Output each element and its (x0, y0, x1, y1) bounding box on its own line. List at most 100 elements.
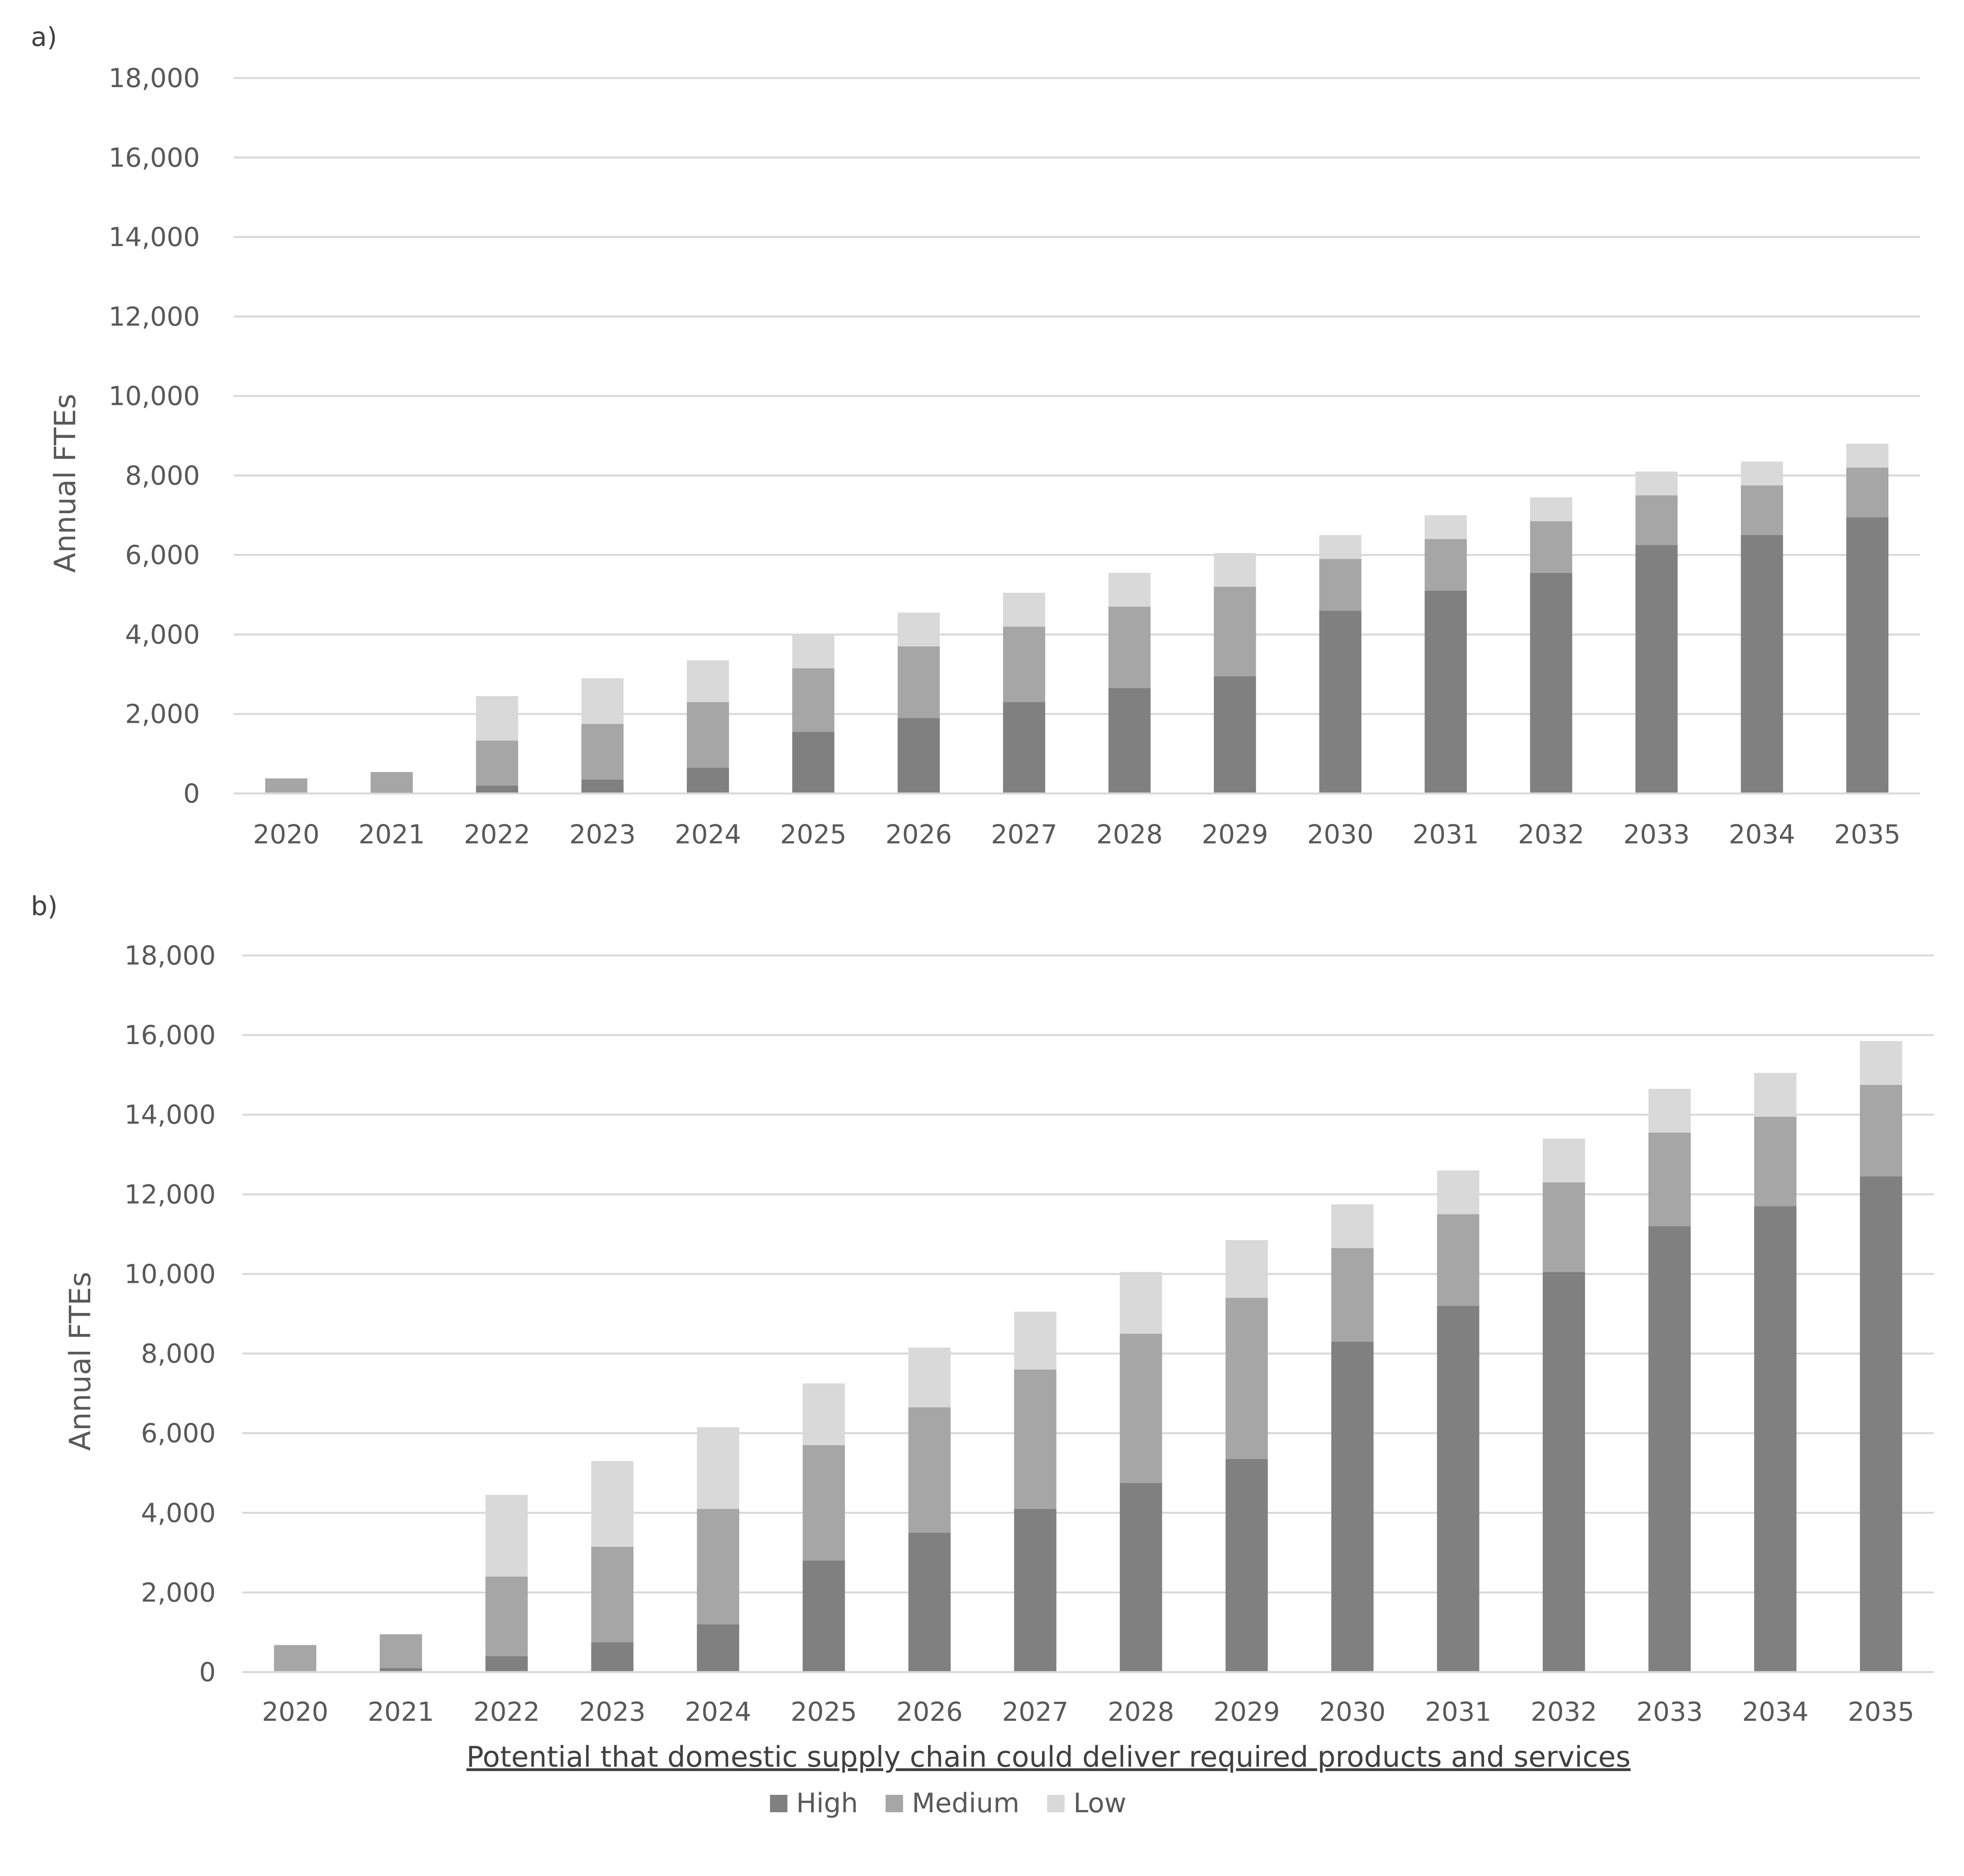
y-tick-label-a-9: 18,000 (108, 63, 200, 93)
bar-a-2025-medium (792, 668, 835, 732)
x-tick-label-b-2030: 2030 (1319, 1697, 1386, 1727)
bar-a-2024-low (686, 660, 729, 702)
bar-b-2032-low (1542, 1138, 1585, 1183)
bar-b-2034-high (1754, 1206, 1797, 1672)
bar-a-2022-medium (476, 740, 518, 786)
bar-b-2028-high (1120, 1483, 1162, 1672)
legend-item-low: Low (1047, 1788, 1126, 1819)
bar-a-2026-medium (897, 646, 940, 718)
legend-title: Potential that domestic supply chain cou… (466, 1740, 1631, 1773)
bar-a-2031-low (1424, 515, 1467, 539)
x-tick-label-a-2020: 2020 (253, 819, 319, 850)
bar-b-2021-medium (380, 1634, 422, 1668)
bar-a-2030-low (1319, 535, 1361, 559)
x-tick-label-a-2030: 2030 (1307, 819, 1374, 850)
bar-b-2022-low (485, 1495, 528, 1577)
y-tick-label-b-1: 2,000 (141, 1577, 216, 1608)
bar-b-2028-medium (1120, 1334, 1162, 1483)
bar-b-2030-medium (1331, 1248, 1374, 1342)
y-tick-label-a-7: 14,000 (108, 222, 200, 253)
bar-a-2022-low (476, 696, 518, 741)
x-tick-label-a-2033: 2033 (1623, 819, 1690, 850)
bar-b-2026-medium (908, 1407, 951, 1533)
bar-b-2025-medium (802, 1445, 845, 1561)
legend-label-high: High (796, 1788, 858, 1819)
bar-b-2022-medium (485, 1576, 528, 1656)
x-tick-label-b-2032: 2032 (1531, 1697, 1597, 1727)
y-tick-label-b-6: 12,000 (124, 1179, 216, 1210)
bar-a-2022-high (476, 785, 518, 793)
bar-b-2033-low (1648, 1088, 1691, 1133)
bar-b-2024-high (697, 1624, 740, 1672)
bar-a-2032-medium (1530, 521, 1572, 573)
bar-b-2031-medium (1437, 1214, 1479, 1306)
bar-b-2025-low (802, 1383, 845, 1445)
panel-a-label: a) (31, 22, 57, 52)
bar-b-2035-high (1860, 1176, 1902, 1672)
legend-swatch-high (770, 1794, 787, 1812)
bar-a-2030-high (1319, 611, 1361, 793)
bar-a-2035-high (1846, 517, 1889, 793)
bar-b-2032-medium (1542, 1182, 1585, 1272)
bar-a-2023-medium (581, 724, 624, 780)
bar-b-2026-high (908, 1533, 951, 1672)
x-tick-label-a-2031: 2031 (1413, 819, 1479, 850)
y-tick-label-b-8: 16,000 (124, 1020, 216, 1050)
bar-a-2028-high (1108, 688, 1151, 793)
bar-b-2027-high (1014, 1509, 1057, 1672)
bar-b-2035-medium (1860, 1085, 1902, 1177)
x-tick-label-b-2026: 2026 (896, 1697, 963, 1727)
legend-label-medium: Medium (912, 1788, 1020, 1819)
bar-a-2026-low (897, 613, 940, 647)
x-tick-label-b-2035: 2035 (1848, 1697, 1914, 1727)
bar-b-2029-low (1225, 1240, 1268, 1298)
bar-a-2033-high (1635, 545, 1678, 793)
bar-b-2033-medium (1648, 1132, 1691, 1226)
x-tick-label-b-2022: 2022 (473, 1697, 540, 1727)
y-tick-label-a-5: 10,000 (108, 381, 200, 411)
bar-a-2027-low (1003, 593, 1046, 627)
y-tick-label-b-7: 14,000 (124, 1100, 216, 1130)
x-tick-label-a-2026: 2026 (886, 819, 952, 850)
panel-b-label: b) (31, 891, 58, 921)
bar-b-2029-medium (1225, 1298, 1268, 1459)
x-tick-label-b-2034: 2034 (1742, 1697, 1808, 1727)
x-tick-label-a-2024: 2024 (675, 819, 741, 850)
bar-a-2021-medium (371, 772, 413, 792)
legend-swatch-medium (886, 1794, 903, 1812)
y-tick-label-a-0: 0 (183, 778, 200, 809)
y-axis-label-a: Annual FTEs (48, 394, 82, 573)
bar-b-2034-low (1754, 1073, 1797, 1117)
bar-b-2031-high (1437, 1305, 1479, 1672)
x-tick-label-b-2028: 2028 (1108, 1697, 1174, 1727)
y-tick-label-a-3: 6,000 (125, 540, 200, 571)
bar-b-2023-medium (591, 1547, 634, 1642)
bar-b-2025-high (802, 1560, 845, 1672)
bar-b-2022-high (485, 1656, 528, 1672)
x-tick-label-a-2028: 2028 (1096, 819, 1163, 850)
bar-a-2029-high (1214, 676, 1256, 793)
y-tick-label-a-2: 4,000 (125, 619, 200, 650)
bar-a-2026-high (897, 718, 940, 793)
y-tick-label-b-5: 10,000 (124, 1259, 216, 1289)
bar-b-2023-high (591, 1642, 634, 1672)
bar-a-2023-high (581, 779, 624, 793)
bar-a-2032-high (1530, 573, 1572, 793)
bar-b-2023-low (591, 1461, 634, 1547)
y-tick-label-b-4: 8,000 (141, 1339, 216, 1369)
bar-b-2032-high (1542, 1272, 1585, 1672)
y-tick-label-a-1: 2,000 (125, 699, 200, 729)
x-tick-label-a-2022: 2022 (464, 819, 530, 850)
bar-b-2020-medium (274, 1645, 316, 1672)
x-tick-label-b-2029: 2029 (1213, 1697, 1280, 1727)
bar-b-2024-low (697, 1427, 740, 1509)
bar-a-2031-high (1424, 591, 1467, 793)
y-tick-label-a-4: 8,000 (125, 460, 200, 491)
bar-b-2030-high (1331, 1341, 1374, 1672)
bar-b-2029-high (1225, 1459, 1268, 1672)
bar-a-2031-medium (1424, 539, 1467, 591)
bar-b-2027-low (1014, 1311, 1057, 1370)
x-tick-label-a-2027: 2027 (991, 819, 1057, 850)
bar-b-2021-high (380, 1668, 422, 1672)
